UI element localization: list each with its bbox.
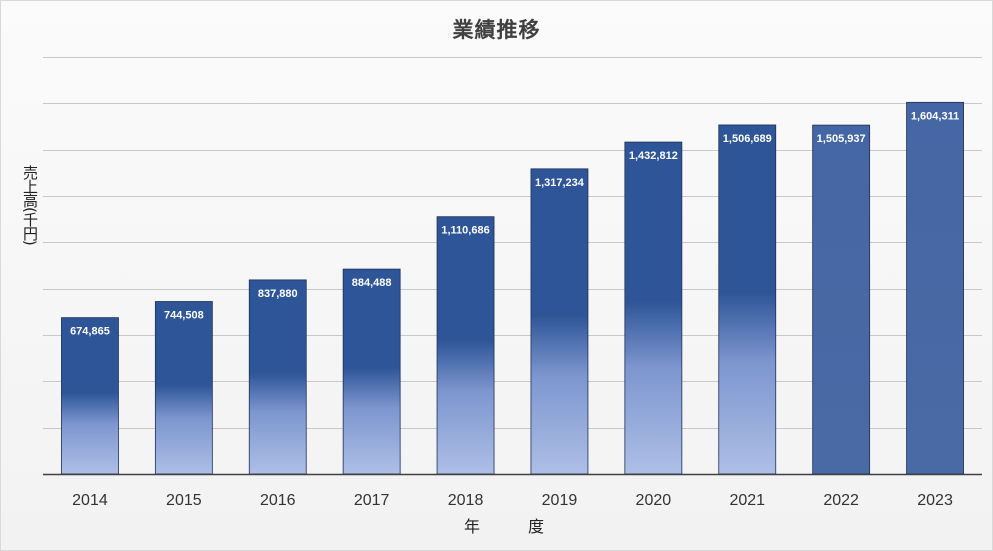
bar-2019 <box>530 168 589 475</box>
data-label-2023: 1,604,311 <box>911 110 959 122</box>
bar-2017 <box>342 268 401 475</box>
data-label-2016: 837,880 <box>258 288 298 300</box>
data-label-2020: 1,432,812 <box>629 150 678 162</box>
data-label-2017: 884,488 <box>352 277 392 289</box>
y-axis-label: 売上高(千円) <box>21 165 39 245</box>
x-tick-label: 2020 <box>636 492 672 509</box>
x-tick-label: 2021 <box>729 492 765 509</box>
bar-2022 <box>812 124 871 475</box>
data-label-2015: 744,508 <box>164 310 204 322</box>
x-tick-label: 2022 <box>823 492 859 509</box>
bar-2023 <box>906 101 964 475</box>
bar-2015 <box>154 301 213 475</box>
x-tick-label: 2018 <box>448 492 484 509</box>
bar-2018 <box>436 216 495 475</box>
x-tick-label: 2017 <box>354 492 390 509</box>
data-label-2019: 1,317,234 <box>535 177 585 189</box>
x-tick-label: 2023 <box>917 492 953 509</box>
x-tick-label: 2016 <box>260 492 296 509</box>
bar-2014 <box>61 317 119 475</box>
x-axis-label: 年 度 <box>463 517 560 536</box>
bar-2020 <box>624 141 683 475</box>
data-label-2018: 1,110,686 <box>441 225 489 237</box>
data-label-2022: 1,505,937 <box>817 133 866 145</box>
bar-2021 <box>718 124 777 475</box>
x-tick-label: 2015 <box>166 492 202 509</box>
data-label-2021: 1,506,689 <box>723 133 772 145</box>
bar-2016 <box>248 279 307 475</box>
x-tick-label: 2014 <box>72 492 108 509</box>
data-label-2014: 674,865 <box>70 326 110 338</box>
x-tick-label: 2019 <box>542 492 578 509</box>
chart-title: 業績推移 <box>452 18 541 42</box>
